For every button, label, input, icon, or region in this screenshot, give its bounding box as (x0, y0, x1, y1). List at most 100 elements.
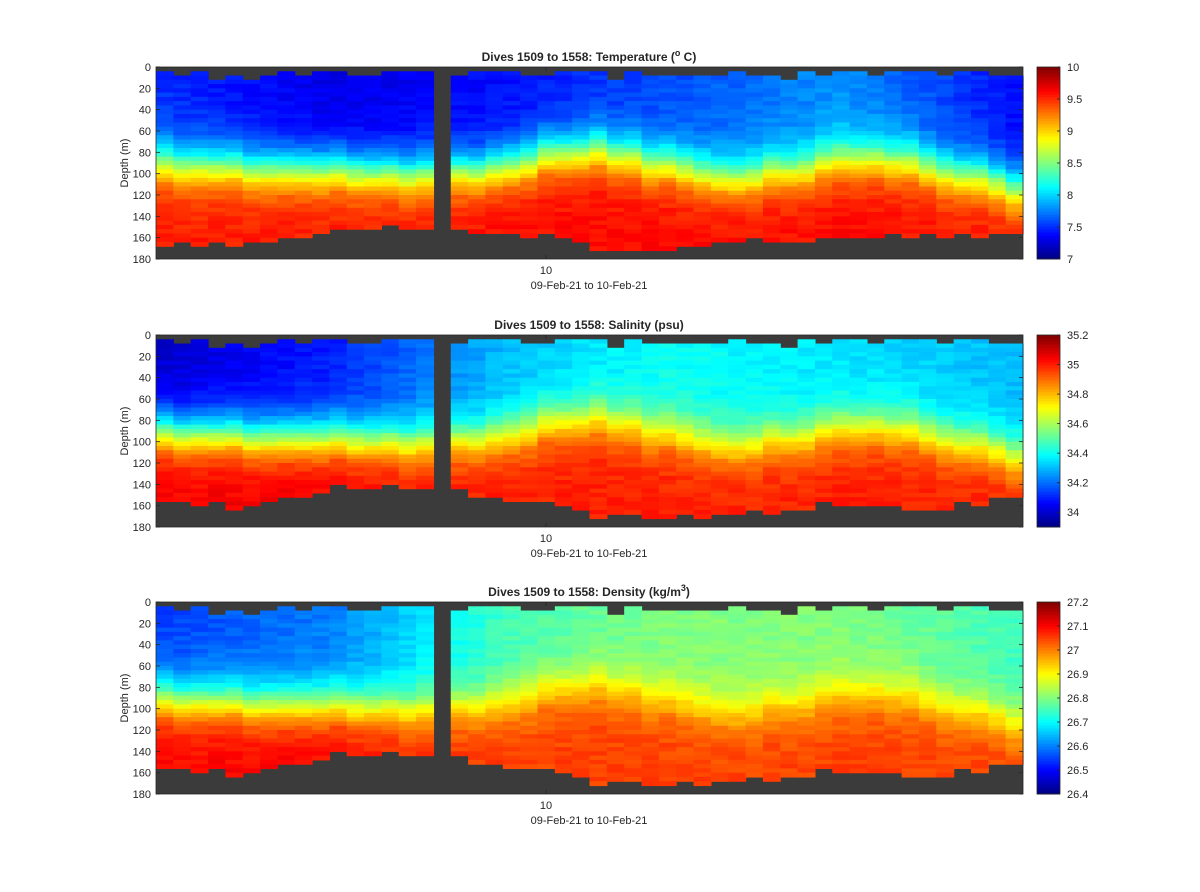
heatmap-cell (468, 700, 487, 705)
heatmap-cell (364, 169, 383, 175)
heatmap-cell (260, 627, 278, 633)
heatmap-cell (606, 229, 625, 234)
heatmap-cell (312, 708, 330, 714)
heatmap-cell (277, 734, 296, 740)
heatmap-cell (866, 488, 885, 494)
heatmap-cell (936, 480, 955, 485)
heatmap-cell (970, 156, 989, 162)
heatmap-cell (641, 88, 660, 94)
heatmap-cell (294, 233, 313, 239)
heatmap-cell (416, 712, 435, 718)
heatmap-cell (988, 118, 1007, 124)
heatmap-cell (797, 190, 816, 196)
heatmap-cell (832, 96, 851, 102)
heatmap-cell (225, 241, 244, 247)
heatmap-cell (294, 101, 313, 106)
heatmap-cell (329, 364, 348, 370)
heatmap-cell (814, 347, 833, 353)
heatmap-cell (190, 751, 209, 757)
heatmap-cell (606, 657, 625, 663)
heatmap-cell (901, 199, 920, 205)
heatmap-cell (728, 105, 747, 111)
heatmap-cell (884, 152, 903, 158)
heatmap-cell (294, 691, 313, 697)
heatmap-cell (346, 148, 365, 153)
heatmap-cell (814, 143, 833, 149)
heatmap-cell (780, 458, 799, 464)
heatmap-cell (953, 229, 972, 234)
heatmap-cell (502, 627, 521, 633)
heatmap-cell (381, 101, 400, 106)
heatmap-cell (208, 131, 226, 136)
heatmap-cell (502, 216, 521, 222)
heatmap-cell (208, 373, 226, 379)
heatmap-cell (658, 118, 677, 124)
heatmap-cell (416, 84, 435, 89)
heatmap-cell (866, 437, 885, 443)
heatmap-cell (918, 173, 937, 179)
heatmap-cell (260, 101, 278, 106)
heatmap-cell (641, 220, 660, 226)
heatmap-cell (780, 484, 799, 490)
colorbar-tick-label: 34.6 (1067, 419, 1088, 431)
heatmap-cell (208, 109, 226, 115)
heatmap-cell (520, 488, 539, 494)
heatmap-cell (450, 156, 469, 162)
heatmap-cell (814, 88, 833, 94)
heatmap-cell (953, 139, 972, 145)
heatmap-cell (589, 356, 608, 362)
heatmap-cell (277, 377, 296, 383)
heatmap-cell (797, 105, 816, 111)
colorbar-step (1037, 229, 1060, 233)
heatmap-cell (312, 721, 330, 727)
heatmap-cell (173, 186, 192, 192)
heatmap-cell (260, 747, 278, 752)
heatmap-cell (277, 403, 296, 409)
heatmap-cell (346, 636, 365, 641)
heatmap-cell (676, 92, 695, 98)
heatmap-cell (520, 636, 539, 641)
heatmap-cell (156, 148, 174, 153)
heatmap-cell (485, 156, 504, 162)
heatmap-cell (346, 88, 365, 94)
heatmap-cell (485, 101, 504, 106)
heatmap-cell (520, 450, 539, 456)
heatmap-cell (450, 670, 469, 676)
heatmap-cell (797, 233, 816, 239)
heatmap-cell (676, 347, 695, 353)
heatmap-cell (242, 751, 261, 757)
heatmap-cell (728, 386, 747, 392)
colorbar-tick-label: 10 (1067, 62, 1079, 74)
heatmap-cell (624, 657, 643, 663)
heatmap-cell (364, 751, 383, 757)
heatmap-cell (502, 606, 521, 612)
heatmap-cell (936, 433, 955, 438)
heatmap-cell (728, 148, 747, 153)
heatmap-cell (277, 695, 296, 701)
heatmap-cell (572, 717, 591, 723)
heatmap-cell (468, 165, 487, 170)
heatmap-cell (173, 441, 192, 447)
heatmap-cell (208, 186, 226, 192)
heatmap-cell (242, 661, 261, 667)
colorbar-step (1037, 377, 1060, 381)
heatmap-cell (450, 182, 469, 188)
heatmap-cell (953, 381, 972, 387)
heatmap-cell (624, 437, 643, 443)
heatmap-cell (936, 160, 955, 166)
heatmap-cell (918, 101, 937, 106)
heatmap-cell (537, 186, 556, 192)
heatmap-cell (728, 156, 747, 162)
heatmap-cell (450, 165, 469, 170)
heatmap-cell (901, 433, 920, 438)
heatmap-cell (381, 122, 400, 128)
heatmap-cell (381, 454, 400, 460)
heatmap-cell (814, 220, 833, 226)
heatmap-cell (364, 734, 383, 740)
heatmap-cell (208, 497, 226, 502)
heatmap-cell (156, 203, 174, 209)
heatmap-cell (381, 695, 400, 701)
heatmap-cell (450, 730, 469, 735)
heatmap-cell (953, 475, 972, 481)
heatmap-cell (866, 148, 885, 153)
